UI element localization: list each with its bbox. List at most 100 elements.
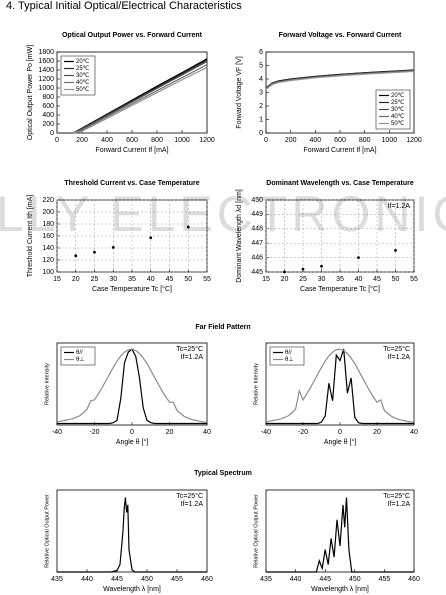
legend-label: 50℃ [76,87,90,93]
y-tick-label: 5 [259,62,263,69]
x-tick-label: 445 [111,576,123,583]
legend-label: 30℃ [76,73,90,79]
y-tick-label: 400 [42,112,54,119]
y-tick-label: 3 [259,89,263,96]
x-tick-label: 435 [51,576,63,583]
x-tick-label: 45 [166,276,174,283]
series-line [57,497,207,573]
y-tick-label: 0 [259,130,263,137]
x-tick-label: 0 [55,137,59,144]
x-tick-label: 1200 [199,137,215,144]
y-tick-label: 447 [251,240,263,247]
x-tick-label: 460 [201,576,213,583]
y-tick-label: 1000 [38,85,54,92]
data-point [74,254,78,258]
x-tick-label: 600 [334,137,346,144]
x-tick-label: 1000 [174,137,190,144]
x-tick-label: 445 [319,576,331,583]
y-tick-label: 6 [259,49,263,56]
x-tick-label: 20 [72,276,80,283]
legend-label: 25℃ [76,66,90,72]
x-tick-label: 40 [203,429,211,436]
y-tick-label: 200 [42,121,54,128]
data-point [149,236,153,240]
x-tick-label: 455 [171,576,183,583]
legend-label: 40℃ [391,114,405,120]
x-tick-label: 600 [126,137,138,144]
x-tick-label: 55 [203,276,211,283]
y-axis-label: Relative Optical Output Power [253,494,259,568]
chart-title: Dominant Wavelength vs. Case Temperature [266,180,414,187]
annotation: If=1.2A [181,354,204,361]
y-tick-label: 160 [42,233,54,240]
series-line [266,348,414,425]
plot-frame [265,489,415,573]
y-tick-label: 120 [42,257,54,264]
x-tick-label: 1200 [406,137,422,144]
legend-label: 50℃ [391,121,405,127]
x-tick-label: 25 [91,276,99,283]
x-axis-label: Case Temperature Tc [°C] [300,285,380,293]
annotation: Tc=25°C [176,345,203,353]
y-tick-label: 4 [259,76,263,83]
y-tick-label: 450 [251,197,263,204]
plot-frame [56,489,208,573]
series-line [57,66,208,134]
y-tick-label: 448 [251,226,263,233]
annotation: If=1.2A [388,354,411,361]
x-tick-label: 440 [81,576,93,583]
data-point [111,246,115,249]
x-tick-label: 50 [184,276,192,283]
x-tick-label: 15 [53,276,61,283]
annotation: If=1.2A [388,203,411,210]
chart-title: Optical Output Power vs. Forward Current [62,32,203,39]
legend-label: θ⊥ [76,356,85,363]
x-tick-label: -40 [52,429,62,436]
y-tick-label: 446 [251,254,263,261]
y-tick-label: 445 [251,269,263,276]
x-tick-label: 450 [141,576,153,583]
page-heading: 4. Typical Initial Optical/Electrical Ch… [6,0,242,12]
x-tick-label: 30 [318,276,326,283]
y-tick-label: 1 [259,116,263,123]
x-tick-label: 800 [359,137,371,144]
series-line [265,70,415,90]
data-point [357,256,360,259]
data-point [301,267,305,271]
x-tick-label: 440 [290,576,302,583]
x-tick-label: 400 [309,137,321,144]
x-axis-label: Wavelength λ [nm] [103,586,161,593]
y-axis-label: Relative Intensity [253,363,259,405]
x-tick-label: 50 [392,276,400,283]
y-tick-label: 220 [42,197,54,204]
y-tick-label: 0 [50,130,54,137]
y-axis-label: Forward Voltage VF [V] [236,56,243,128]
x-axis-label: Case Temperature Tc [°C] [92,285,172,293]
data-point [394,249,397,252]
x-tick-label: -40 [261,429,271,436]
y-tick-label: 1400 [38,67,54,74]
x-tick-label: 30 [109,276,117,283]
x-tick-label: 35 [128,276,136,283]
y-axis-label: Optical Output Power Po [mW] [27,45,34,140]
section-title: Typical Spectrum [194,470,252,477]
legend-label: θ// [285,350,292,356]
x-tick-label: 20 [166,429,174,436]
x-tick-label: 45 [373,276,381,283]
annotation: Tc=25°C [176,492,203,500]
x-tick-label: 0 [130,429,134,436]
x-tick-label: 40 [355,276,363,283]
legend-label: θ// [76,350,83,356]
x-tick-label: 455 [379,576,391,583]
x-tick-label: 1000 [382,137,398,144]
series-line [265,70,415,89]
x-tick-label: 400 [101,137,113,144]
x-tick-label: 435 [260,576,272,583]
y-axis-label: Relative Optical Output Power [44,494,50,568]
x-tick-label: 25 [299,276,307,283]
y-tick-label: 2 [259,103,263,110]
data-point [93,250,96,254]
x-tick-label: 0 [264,137,268,144]
data-point [320,264,323,268]
